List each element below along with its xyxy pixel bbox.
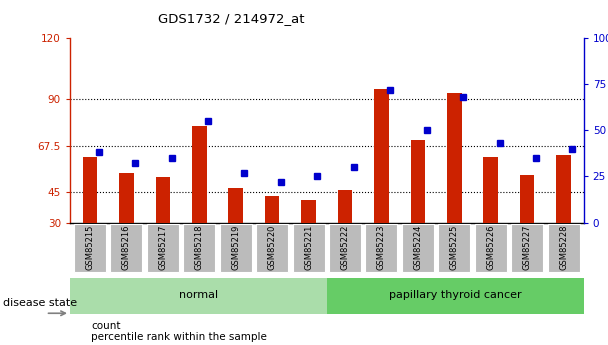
- Text: GSM85223: GSM85223: [377, 225, 386, 270]
- Text: GSM85217: GSM85217: [158, 225, 167, 270]
- Bar: [483, 157, 498, 223]
- Text: GSM85225: GSM85225: [450, 225, 459, 270]
- Bar: [374, 89, 389, 223]
- Bar: [447, 93, 461, 223]
- FancyBboxPatch shape: [256, 224, 288, 272]
- Bar: [156, 177, 170, 223]
- Bar: [302, 200, 316, 223]
- FancyBboxPatch shape: [326, 278, 584, 314]
- Bar: [83, 157, 97, 223]
- FancyBboxPatch shape: [147, 224, 179, 272]
- Text: count: count: [91, 322, 121, 331]
- Text: GSM85226: GSM85226: [486, 225, 496, 270]
- Text: GSM85227: GSM85227: [523, 225, 532, 270]
- FancyBboxPatch shape: [329, 224, 361, 272]
- FancyBboxPatch shape: [511, 224, 543, 272]
- Text: GSM85224: GSM85224: [413, 225, 423, 270]
- FancyBboxPatch shape: [70, 278, 326, 314]
- Text: GDS1732 / 214972_at: GDS1732 / 214972_at: [158, 12, 304, 25]
- Text: disease state: disease state: [3, 298, 77, 308]
- Text: normal: normal: [179, 290, 218, 300]
- Text: GSM85216: GSM85216: [122, 225, 131, 270]
- Text: percentile rank within the sample: percentile rank within the sample: [91, 332, 267, 342]
- FancyBboxPatch shape: [548, 224, 579, 272]
- FancyBboxPatch shape: [292, 224, 325, 272]
- Bar: [229, 188, 243, 223]
- Text: GSM85228: GSM85228: [559, 225, 568, 270]
- Bar: [410, 140, 425, 223]
- Text: GSM85220: GSM85220: [268, 225, 277, 270]
- Bar: [520, 175, 534, 223]
- Text: papillary thyroid cancer: papillary thyroid cancer: [389, 290, 522, 300]
- Bar: [119, 173, 134, 223]
- FancyBboxPatch shape: [438, 224, 471, 272]
- FancyBboxPatch shape: [74, 224, 106, 272]
- Text: GSM85221: GSM85221: [304, 225, 313, 270]
- FancyBboxPatch shape: [111, 224, 142, 272]
- Bar: [337, 190, 352, 223]
- Text: GSM85215: GSM85215: [86, 225, 94, 270]
- Bar: [265, 196, 280, 223]
- FancyBboxPatch shape: [365, 224, 398, 272]
- Text: GSM85222: GSM85222: [340, 225, 350, 270]
- FancyBboxPatch shape: [402, 224, 434, 272]
- Text: GSM85218: GSM85218: [195, 225, 204, 270]
- Bar: [556, 155, 571, 223]
- Bar: [192, 126, 207, 223]
- Text: GSM85219: GSM85219: [231, 225, 240, 270]
- FancyBboxPatch shape: [475, 224, 507, 272]
- FancyBboxPatch shape: [219, 224, 252, 272]
- FancyBboxPatch shape: [183, 224, 215, 272]
